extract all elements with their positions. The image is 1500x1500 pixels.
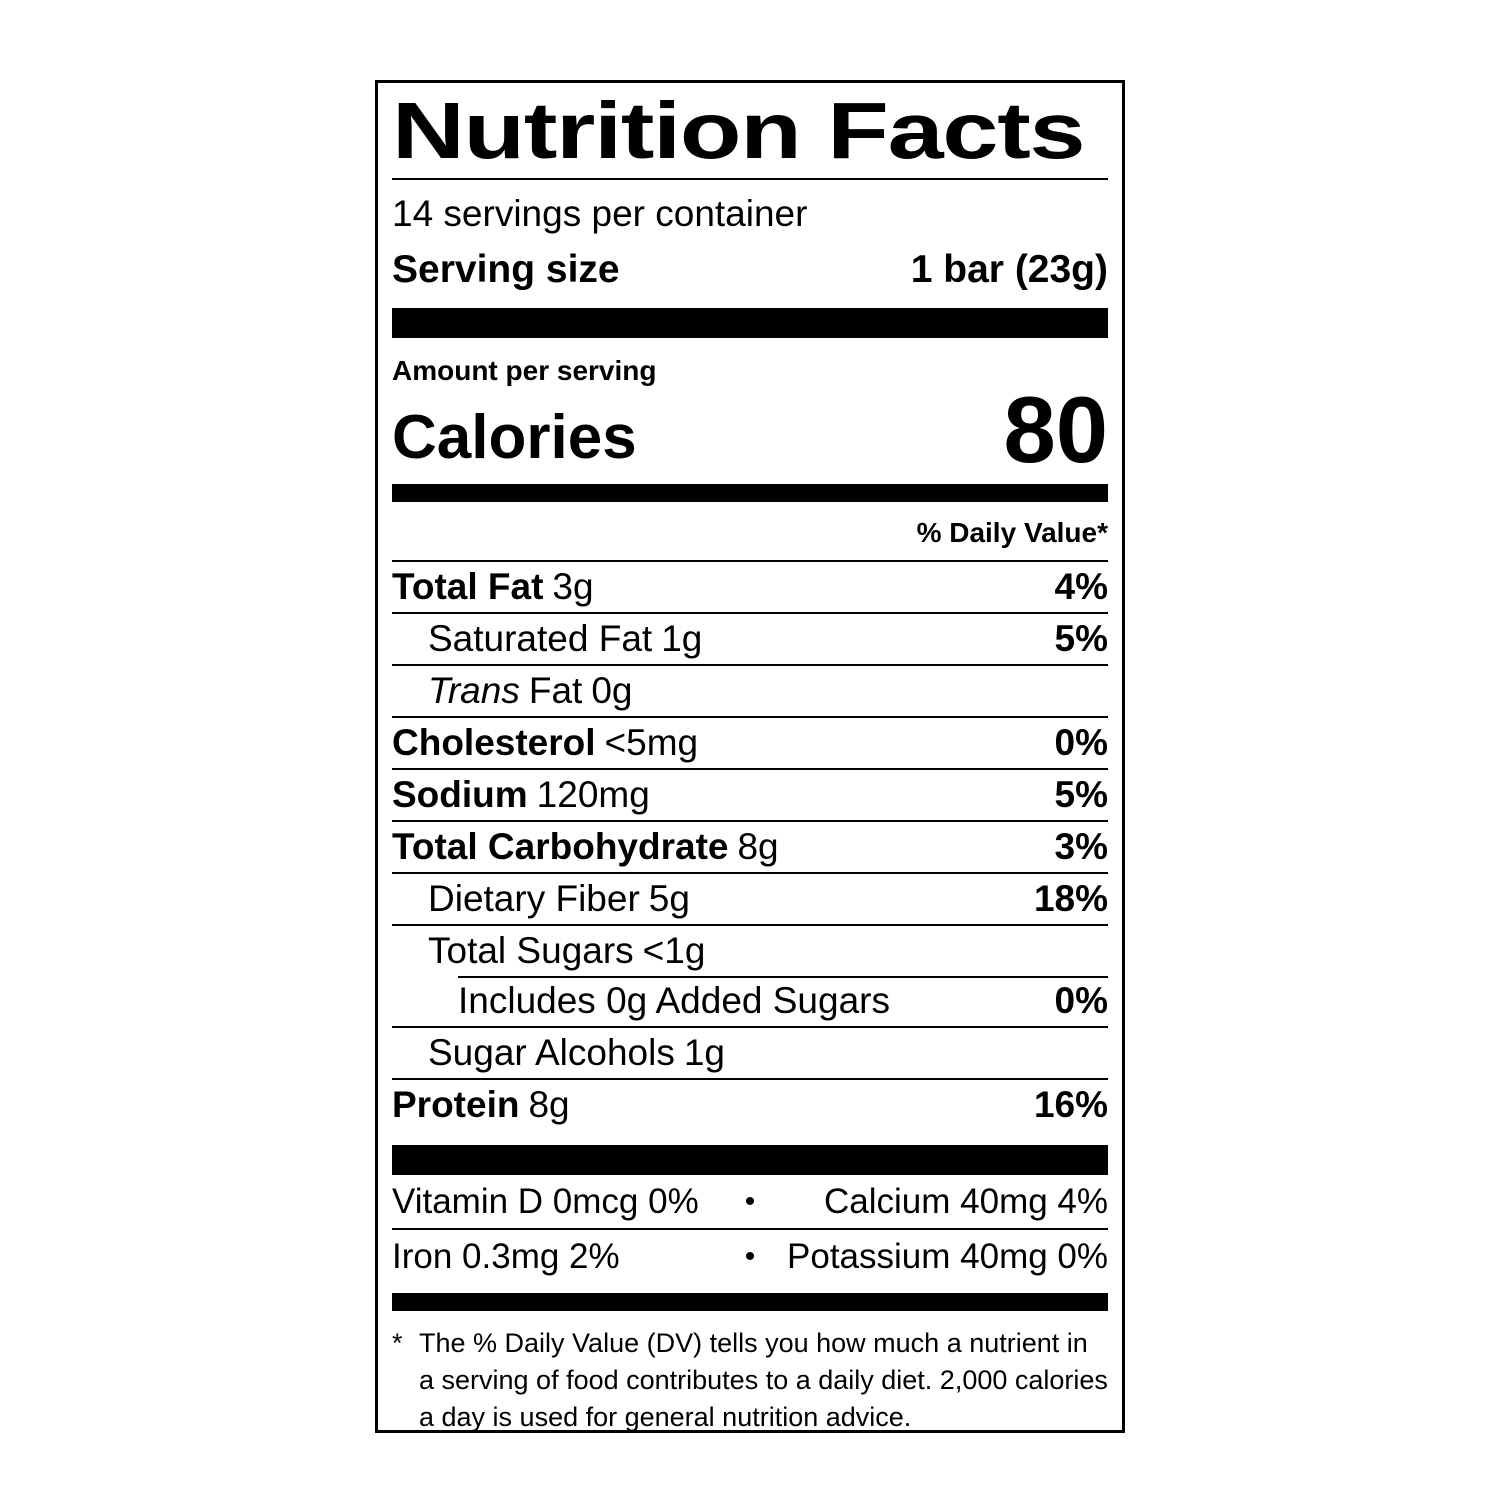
nutrient-row-dietary-fiber: Dietary Fiber 5g 18% — [392, 872, 1108, 924]
daily-value-header: % Daily Value* — [916, 516, 1108, 548]
micronutrient-row-vitamin-d-calcium: Vitamin D 0mcg 0% • Calcium 40mg 4% — [392, 1175, 1108, 1228]
nutrient-amount: <5mg — [604, 722, 699, 764]
nutrient-name: Total Sugars — [428, 930, 634, 972]
nutrient-amount: 5g — [648, 878, 690, 920]
footnote-separator-bar — [392, 1293, 1108, 1312]
micronutrient-rows: Vitamin D 0mcg 0% • Calcium 40mg 4% Iron… — [392, 1175, 1108, 1283]
nutrient-amount: 3g — [552, 566, 594, 608]
serving-size-label: Serving size — [392, 247, 620, 291]
micronutrient-right: Potassium 40mg 0% — [787, 1237, 1108, 1277]
serving-size-value: 1 bar (23g) — [910, 247, 1108, 291]
nutrient-dv: 5% — [1054, 618, 1108, 660]
nutrient-row-total-carbohydrate: Total Carbohydrate 8g 3% — [392, 820, 1108, 872]
nutrient-name: Sugar Alcohols — [428, 1032, 675, 1074]
header-separator-bar — [392, 308, 1108, 339]
nutrient-dv: 0% — [1054, 722, 1108, 764]
nutrient-row-cholesterol: Cholesterol <5mg 0% — [392, 716, 1108, 768]
nutrition-facts-label: Nutrition Facts 14 servings per containe… — [375, 80, 1125, 1433]
calories-separator-bar — [392, 483, 1108, 502]
servings-per-container: 14 servings per container — [392, 193, 808, 235]
nutrient-amount: 8g — [737, 826, 779, 868]
calories-label: Calories — [392, 403, 637, 473]
nutrient-amount: 120mg — [536, 774, 650, 816]
nutrient-row-added-sugars: Includes 0g Added Sugars 0% — [392, 976, 1108, 1026]
nutrient-rows: Total Fat 3g 4% Saturated Fat 1g 5% Trans F… — [392, 560, 1108, 1130]
title-divider — [392, 178, 1108, 181]
serving-size-row: Serving size 1 bar (23g) — [392, 247, 1108, 294]
nutrient-name: Sodium — [392, 774, 528, 816]
nutrient-row-total-sugars: Total Sugars <1g — [392, 924, 1108, 976]
nutrient-name: Total Fat — [392, 566, 544, 608]
footnote-asterisk: * — [392, 1328, 403, 1359]
nutrient-row-protein: Protein 8g 16% — [392, 1078, 1108, 1130]
micronutrient-left: Vitamin D 0mcg 0% — [392, 1182, 699, 1222]
protein-separator-bar — [392, 1145, 1108, 1176]
nutrient-name: Total Carbohydrate — [392, 826, 729, 868]
nutrient-row-trans-fat: Trans Fat 0g — [392, 664, 1108, 716]
nutrient-name: Saturated Fat — [428, 618, 653, 660]
amount-per-serving-label: Amount per serving — [392, 355, 657, 387]
nutrient-amount: 1g — [683, 1032, 725, 1074]
micronutrient-left: Iron 0.3mg 2% — [392, 1237, 620, 1277]
nutrient-name: Cholesterol — [392, 722, 596, 764]
footnote-text: The % Daily Value (DV) tells you how muc… — [419, 1328, 1108, 1433]
nutrient-dv: 0% — [1054, 980, 1108, 1022]
bullet-separator: • — [744, 1185, 756, 1219]
calories-row: Calories 80 — [392, 377, 1108, 483]
label-title: Nutrition Facts — [392, 86, 1086, 175]
nutrient-name: Protein — [392, 1084, 520, 1126]
nutrient-dv: 3% — [1054, 826, 1108, 868]
nutrient-dv: 5% — [1054, 774, 1108, 816]
nutrient-amount: <1g — [642, 930, 706, 972]
nutrient-dv: 4% — [1054, 566, 1108, 608]
nutrient-dv: 18% — [1033, 878, 1108, 920]
micronutrient-row-iron-potassium: Iron 0.3mg 2% • Potassium 40mg 0% — [392, 1228, 1108, 1283]
nutrient-amount: 0g — [591, 670, 633, 712]
calories-value: 80 — [1003, 377, 1108, 483]
nutrient-dv: 16% — [1033, 1084, 1108, 1126]
nutrient-name-italic: Trans — [428, 670, 520, 712]
nutrient-name: Dietary Fiber — [428, 878, 640, 920]
nutrient-row-sugar-alcohols: Sugar Alcohols 1g — [392, 1026, 1108, 1078]
nutrient-amount: 1g — [661, 618, 703, 660]
nutrient-row-total-fat: Total Fat 3g 4% — [392, 560, 1108, 612]
footnote: * The % Daily Value (DV) tells you how m… — [392, 1325, 1108, 1433]
nutrient-row-saturated-fat: Saturated Fat 1g 5% — [392, 612, 1108, 664]
bullet-separator: • — [744, 1240, 756, 1274]
nutrient-amount: 8g — [528, 1084, 570, 1126]
nutrient-name: Fat — [528, 670, 583, 712]
micronutrient-right: Calcium 40mg 4% — [824, 1182, 1108, 1222]
nutrient-row-sodium: Sodium 120mg 5% — [392, 768, 1108, 820]
nutrient-name: Includes 0g Added Sugars — [458, 980, 890, 1022]
